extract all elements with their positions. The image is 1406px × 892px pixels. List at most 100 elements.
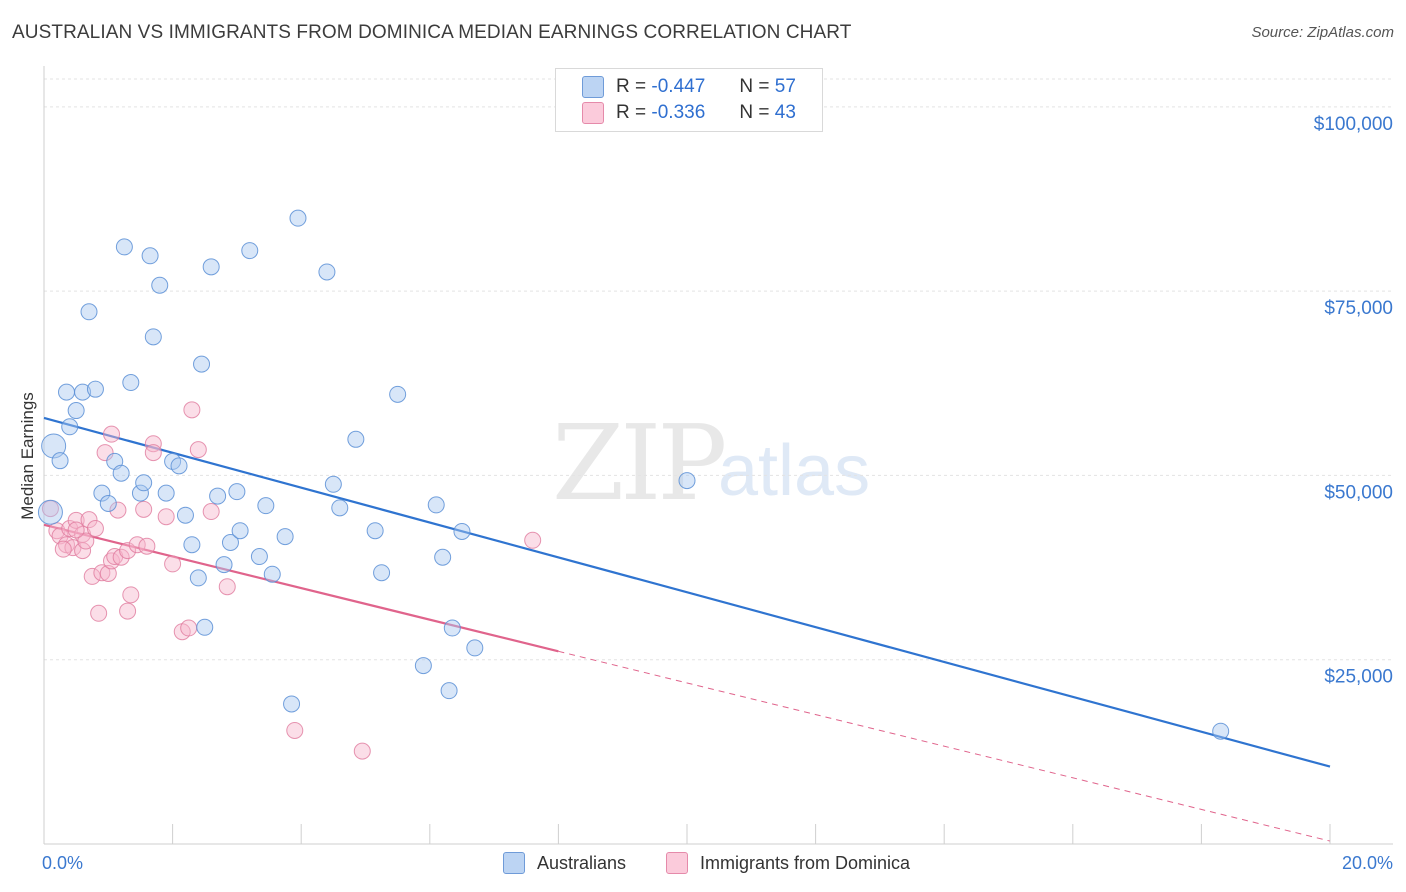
trend-line-dominica [43, 523, 559, 653]
point-australians [131, 484, 149, 502]
point-dominica [67, 511, 85, 529]
point-australians [144, 328, 162, 346]
legend-swatch-blue [582, 76, 604, 98]
point-dominica [157, 508, 175, 526]
point-dominica [77, 532, 95, 550]
point-australians [1212, 722, 1230, 740]
y-tick-label: $75,000 [1324, 298, 1393, 319]
point-australians [61, 418, 79, 436]
point-australians [283, 695, 301, 713]
point-dominica [144, 444, 162, 462]
point-australians [228, 483, 246, 501]
point-australians [427, 496, 445, 514]
point-australians [74, 383, 92, 401]
point-australians [215, 556, 233, 574]
point-dominica [144, 435, 162, 453]
point-australians [202, 258, 220, 276]
point-australians [176, 506, 194, 524]
data-points [37, 209, 1230, 760]
point-dominica [109, 501, 127, 519]
point-dominica [99, 564, 117, 582]
y-tick-label: $100,000 [1314, 114, 1393, 135]
n-value: 57 [774, 76, 796, 97]
point-dominica [135, 500, 153, 518]
point-australians [257, 497, 275, 515]
point-dominica [138, 537, 156, 555]
point-australians [263, 565, 281, 583]
r-label: R = [616, 76, 647, 97]
point-australians [250, 548, 268, 566]
point-australians [51, 452, 69, 470]
gridlines [44, 78, 1393, 661]
point-australians [678, 472, 696, 490]
y-tick-label: $25,000 [1324, 667, 1393, 688]
point-dominica [112, 548, 130, 566]
point-dominica [90, 604, 108, 622]
point-australians [241, 242, 259, 260]
point-australians [115, 238, 133, 256]
point-australians [366, 522, 384, 540]
point-australians [331, 499, 349, 517]
point-dominica [119, 542, 137, 560]
point-australians [231, 522, 249, 540]
point-australians [135, 474, 153, 492]
point-australians [347, 430, 365, 448]
point-dominica [67, 521, 85, 539]
point-dominica [353, 742, 371, 760]
legend-item-australians[interactable]: Australians [503, 852, 626, 874]
n-label: N = [739, 102, 770, 123]
point-australians [80, 303, 98, 321]
point-australians [93, 484, 111, 502]
point-dominica [96, 444, 114, 462]
point-dominica [93, 564, 111, 582]
watermark-atlas: atlas [718, 431, 871, 511]
point-australians [440, 682, 458, 700]
point-dominica [80, 511, 98, 529]
point-australians [434, 548, 452, 566]
point-dominica [74, 542, 92, 560]
point-dominica [103, 425, 121, 443]
point-dominica [180, 619, 198, 637]
n-label: N = [739, 76, 770, 97]
tick-labels: $25,000 $50,000 $75,000 $100,000 0.0% 20.0% [42, 114, 1393, 873]
point-australians [209, 487, 227, 505]
point-dominica [164, 555, 182, 573]
point-australians [67, 402, 85, 420]
chart-title: AUSTRALIAN VS IMMIGRANTS FROM DOMINICA M… [12, 22, 852, 43]
legend-label: Immigrants from Dominica [700, 852, 911, 873]
point-dominica [86, 520, 104, 538]
y-axis-label: Median Earnings [18, 392, 37, 520]
point-australians [466, 639, 484, 657]
point-dominica [54, 540, 72, 558]
point-australians [151, 276, 169, 294]
point-dominica [218, 578, 236, 596]
point-australians [414, 657, 432, 675]
point-dominica [183, 401, 201, 419]
point-australians [196, 618, 214, 636]
legend-item-dominica[interactable]: Immigrants from Dominica [666, 852, 910, 874]
x-tick-label-min: 0.0% [42, 853, 83, 873]
point-australians [58, 383, 76, 401]
trend-line-dominica-extension [558, 650, 1331, 842]
point-australians [276, 528, 294, 546]
point-australians [141, 247, 159, 265]
point-australians [189, 569, 207, 587]
point-australians [318, 263, 336, 281]
source-credit: Source: ZipAtlas.com [1251, 24, 1394, 41]
r-label: R = [616, 102, 647, 123]
point-australians [443, 619, 461, 637]
legend-swatch-blue [503, 852, 525, 874]
point-australians [453, 522, 471, 540]
point-australians [112, 464, 130, 482]
y-tick-label: $50,000 [1324, 482, 1393, 503]
point-dominica [119, 602, 137, 620]
point-dominica [189, 441, 207, 459]
series-legend: Australians Immigrants from Dominica [0, 852, 1406, 878]
watermark-zip: ZIP [552, 402, 727, 524]
point-australians [193, 355, 211, 373]
point-australians [86, 380, 104, 398]
point-australians [324, 475, 342, 493]
point-australians [99, 494, 117, 512]
point-australians [170, 457, 188, 475]
